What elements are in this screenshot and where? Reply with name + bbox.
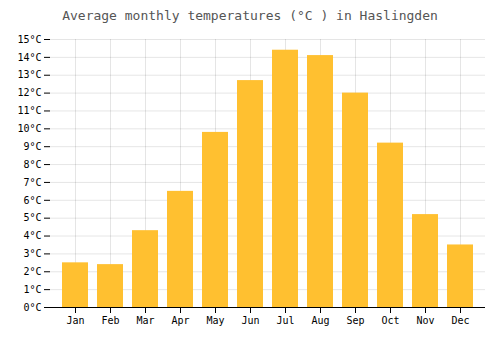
svg-text:0°C: 0°C bbox=[23, 302, 41, 313]
svg-text:12°C: 12°C bbox=[17, 87, 41, 98]
svg-text:Sep: Sep bbox=[346, 315, 364, 326]
svg-text:3°C: 3°C bbox=[23, 248, 41, 259]
svg-text:May: May bbox=[206, 315, 224, 326]
svg-text:14°C: 14°C bbox=[17, 52, 41, 63]
svg-text:5°C: 5°C bbox=[23, 212, 41, 223]
svg-text:Mar: Mar bbox=[136, 315, 154, 326]
svg-text:Jul: Jul bbox=[276, 315, 294, 326]
html-text:Average monthly temperatures (: Average monthly temperatures (°C ) in Ha… bbox=[62, 8, 438, 23]
svg-text:Aug: Aug bbox=[311, 315, 329, 326]
svg-text:10°C: 10°C bbox=[17, 123, 41, 134]
svg-text:Nov: Nov bbox=[416, 315, 434, 326]
svg-text:9°C: 9°C bbox=[23, 141, 41, 152]
svg-text:13°C: 13°C bbox=[17, 69, 41, 80]
svg-text:Feb: Feb bbox=[101, 315, 119, 326]
svg-text:7°C: 7°C bbox=[23, 177, 41, 188]
svg-text:Dec: Dec bbox=[451, 315, 469, 326]
svg-text:2°C: 2°C bbox=[23, 266, 41, 277]
svg-text:Oct: Oct bbox=[381, 315, 399, 326]
svg-text:Apr: Apr bbox=[171, 315, 189, 326]
svg-text:8°C: 8°C bbox=[23, 159, 41, 170]
svg-text:1°C: 1°C bbox=[23, 284, 41, 295]
svg-text:Jan: Jan bbox=[66, 315, 84, 326]
svg-text:6°C: 6°C bbox=[23, 195, 41, 206]
svg-text:4°C: 4°C bbox=[23, 230, 41, 241]
svg-text:15°C: 15°C bbox=[17, 34, 41, 45]
svg-text:11°C: 11°C bbox=[17, 105, 41, 116]
svg-text:Jun: Jun bbox=[241, 315, 259, 326]
